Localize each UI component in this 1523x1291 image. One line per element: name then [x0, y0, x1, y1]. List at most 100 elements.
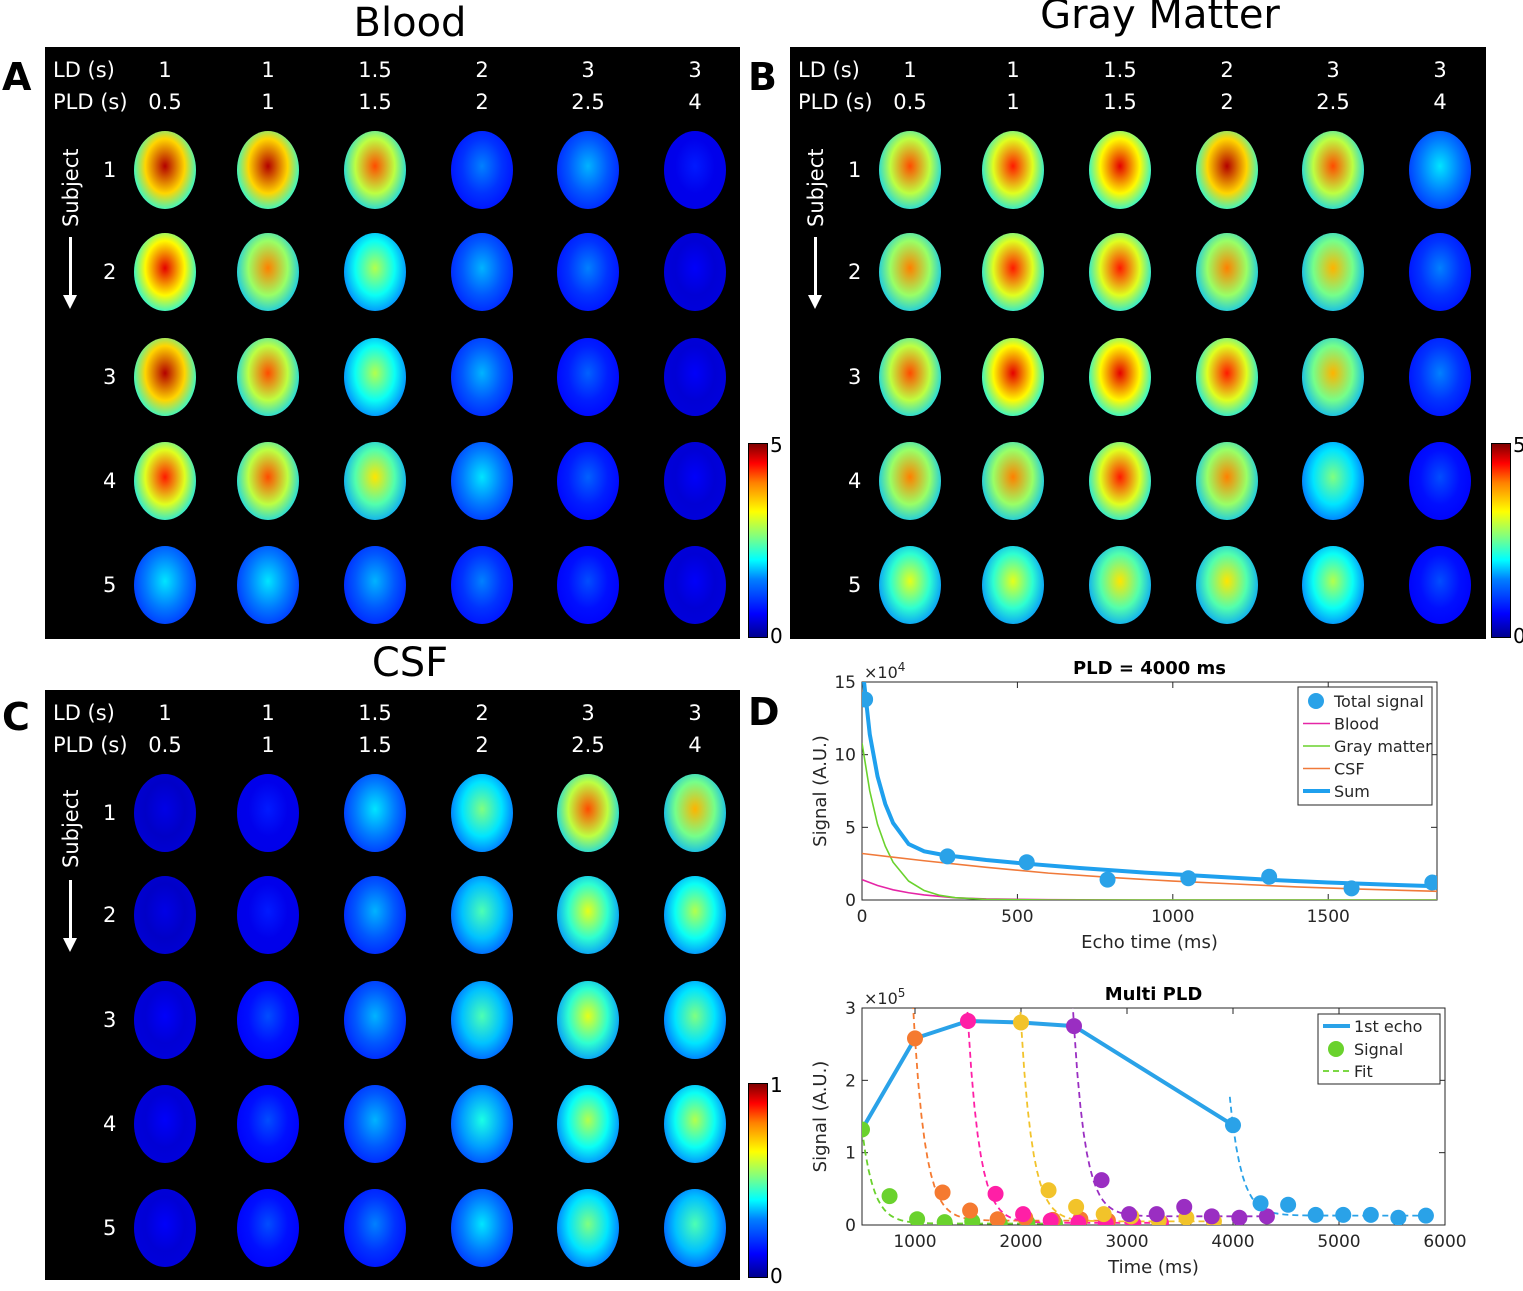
panel-b-title: Gray Matter	[1040, 0, 1280, 38]
brain-map	[237, 546, 299, 624]
brain-map	[664, 774, 726, 852]
brain-map	[879, 338, 941, 416]
brain-map	[237, 131, 299, 209]
brain-map	[1089, 338, 1151, 416]
brain-map	[451, 774, 513, 852]
brain-map	[1302, 546, 1364, 624]
colorbar-max: 5	[770, 433, 783, 457]
pld-value: 2	[475, 733, 489, 757]
ld-value: 1.5	[358, 58, 392, 82]
signal-point	[1335, 1206, 1352, 1223]
brain-map	[1196, 442, 1258, 520]
x-tick-label: 500	[1001, 907, 1033, 927]
brain-map	[344, 1085, 406, 1163]
subject-label: Subject	[59, 789, 83, 868]
signal-point	[862, 1121, 870, 1138]
brain-map	[451, 981, 513, 1059]
pld-value: 1	[261, 90, 275, 114]
brain-map	[557, 233, 619, 311]
brain-map	[557, 546, 619, 624]
subject-number: 2	[103, 260, 117, 284]
ld-value: 2	[1220, 58, 1234, 82]
signal-point	[1068, 1198, 1085, 1215]
sum-line	[862, 682, 1437, 889]
subject-number: 2	[848, 260, 862, 284]
brain-map	[664, 442, 726, 520]
brain-map	[1302, 338, 1364, 416]
brain-map	[451, 1085, 513, 1163]
legend-label: Fit	[1354, 1062, 1373, 1081]
brain-map	[664, 131, 726, 209]
colorbar	[748, 1083, 768, 1278]
subject-number: 5	[848, 573, 862, 597]
colorbar	[1491, 443, 1511, 638]
brain-map	[344, 131, 406, 209]
ld-label: LD (s)	[53, 701, 115, 725]
brain-map	[982, 131, 1044, 209]
ld-value: 1.5	[358, 701, 392, 725]
ld-value: 2	[475, 58, 489, 82]
pld-value: 2	[1220, 90, 1234, 114]
ld-label: LD (s)	[798, 58, 860, 82]
signal-point	[1095, 1206, 1112, 1223]
brain-map	[134, 981, 196, 1059]
brain-map	[879, 233, 941, 311]
total-signal-point	[939, 848, 956, 865]
brain-map	[664, 1189, 726, 1267]
brain-map	[982, 233, 1044, 311]
ld-value: 1	[158, 701, 172, 725]
brain-map	[557, 1189, 619, 1267]
brain-map	[451, 442, 513, 520]
brain-map	[344, 774, 406, 852]
legend-label: Gray matter	[1334, 737, 1432, 756]
brain-map	[1409, 131, 1471, 209]
pld-value: 0.5	[148, 733, 182, 757]
brain-map	[134, 131, 196, 209]
panel-b-letter: B	[748, 55, 777, 99]
brain-map	[134, 442, 196, 520]
brain-map	[344, 442, 406, 520]
brain-map	[134, 876, 196, 954]
x-tick-label: 0	[857, 907, 868, 927]
signal-point	[934, 1184, 951, 1201]
brain-map	[1196, 233, 1258, 311]
brain-map	[237, 774, 299, 852]
pld-label: PLD (s)	[798, 90, 873, 114]
brain-map	[1089, 131, 1151, 209]
brain-map	[237, 1189, 299, 1267]
colorbar-min: 0	[770, 1264, 783, 1288]
brain-map	[879, 442, 941, 520]
brain-map	[1089, 546, 1151, 624]
ld-value: 3	[1326, 58, 1340, 82]
x-tick-label: 1000	[893, 1232, 936, 1252]
brain-map	[344, 1189, 406, 1267]
x-axis-label: Echo time (ms)	[1081, 932, 1218, 953]
total-signal-point	[1261, 868, 1278, 885]
pld-value: 2.5	[571, 90, 605, 114]
subject-number: 2	[103, 903, 117, 927]
pld-value: 1.5	[358, 90, 392, 114]
brain-map	[451, 131, 513, 209]
ld-value: 3	[581, 58, 595, 82]
pld-value: 4	[1433, 90, 1447, 114]
subject-number: 4	[103, 469, 117, 493]
brain-map	[664, 981, 726, 1059]
series-group	[862, 1008, 1434, 1225]
brain-map	[134, 1085, 196, 1163]
signal-point	[987, 1185, 1004, 1202]
brain-map	[344, 876, 406, 954]
brain-map	[237, 442, 299, 520]
pld-value: 0.5	[893, 90, 927, 114]
subject-number: 4	[103, 1112, 117, 1136]
signal-point	[989, 1211, 1006, 1225]
first-echo-line	[862, 1019, 1235, 1131]
brain-map	[237, 876, 299, 954]
pld-value: 0.5	[148, 90, 182, 114]
brain-map	[557, 131, 619, 209]
brain-map	[982, 338, 1044, 416]
subject-arrow-head	[63, 938, 77, 952]
panel-a-title: Blood	[353, 0, 467, 46]
total-signal-point	[1099, 871, 1116, 888]
y-tick-label: 5	[845, 818, 856, 838]
brain-map	[982, 442, 1044, 520]
